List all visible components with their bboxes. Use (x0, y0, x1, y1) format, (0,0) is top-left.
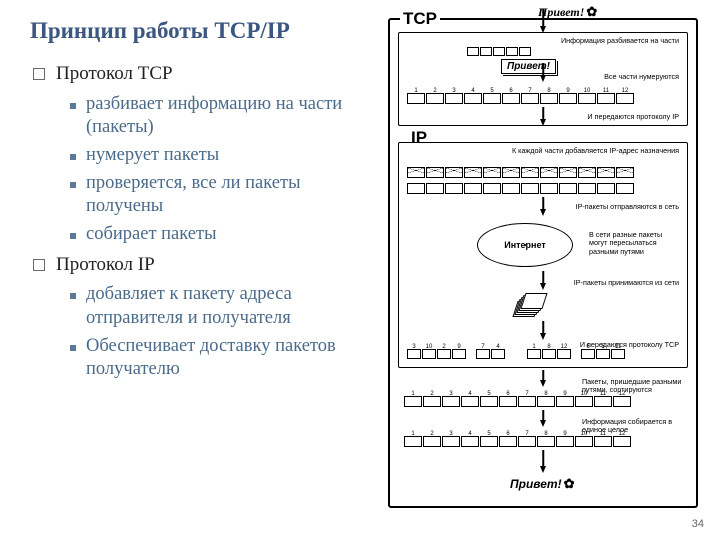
sorted-strip: 1 2 3 4 5 6 7 8 9 10 11 12 (404, 396, 631, 407)
word-box: Привет! (501, 59, 556, 74)
packet-stack (515, 293, 541, 319)
diagram-column: Привет!✿ TCP Информация разбивается на ч… (388, 18, 706, 530)
flower-icon: ✿ (564, 476, 575, 492)
caption: К каждой части добавляется IP-адрес назн… (512, 147, 679, 155)
page-number: 34 (692, 518, 704, 530)
caption: И передаются протоколу IP (587, 113, 679, 121)
tcp-heading: Протокол TCP (56, 63, 173, 84)
slide: Принцип работы TCP/IP Протокол TCP разби… (0, 0, 720, 540)
list-item: разбивает информацию на части (пакеты) (56, 93, 380, 140)
envelope-strip (407, 167, 634, 178)
text-column: Принцип работы TCP/IP Протокол TCP разби… (30, 18, 380, 530)
caption: Информация разбивается на части (561, 37, 679, 45)
tcp-ip-diagram: TCP Информация разбивается на части Прив… (388, 18, 698, 508)
final-strip: 1 2 3 4 5 6 7 8 9 10 11 12 (404, 436, 631, 447)
numbered-strip: 1 2 3 4 5 6 7 8 9 10 11 12 (407, 93, 634, 104)
caption: В сети разные пакеты могут пересылаться … (589, 231, 679, 256)
numbered-strip-2 (407, 183, 634, 194)
list-item-ip: Протокол IP добавляет к пакету адреса от… (30, 253, 380, 382)
caption: IP-пакеты отправляются в сеть (576, 203, 679, 211)
list-item: Обеспечивает доставку пакетов получателю (56, 335, 380, 382)
internet-cloud: Интернет (477, 223, 573, 267)
list-item: собирает пакеты (56, 223, 380, 247)
list-item: нумерует пакеты (56, 144, 380, 168)
blank-strip (467, 47, 531, 56)
tcp-sublist: разбивает информацию на части (пакеты) н… (56, 93, 380, 247)
caption: IP-пакеты принимаются из сети (574, 279, 679, 287)
greeting-bottom: Привет!✿ (510, 476, 575, 492)
outer-list: Протокол TCP разбивает информацию на час… (30, 62, 380, 382)
caption: Все части нумеруются (604, 73, 679, 81)
tcp-box: Информация разбивается на части Привет! … (398, 32, 688, 126)
list-item: добавляет к пакету адреса отправителя и … (56, 283, 380, 330)
list-item-tcp: Протокол TCP разбивает информацию на час… (30, 62, 380, 247)
page-title: Принцип работы TCP/IP (30, 18, 380, 44)
tcp-section-label: TCP (400, 9, 440, 29)
ip-heading: Протокол IP (56, 254, 155, 275)
ip-sublist: добавляет к пакету адреса отправителя и … (56, 283, 380, 382)
list-item: проверяется, все ли пакеты получены (56, 172, 380, 219)
ip-box: К каждой части добавляется IP-адрес назн… (398, 142, 688, 368)
shuffled-strip: 3 10 2 9 7 4 1 8 12 6 5 11 (407, 349, 625, 359)
